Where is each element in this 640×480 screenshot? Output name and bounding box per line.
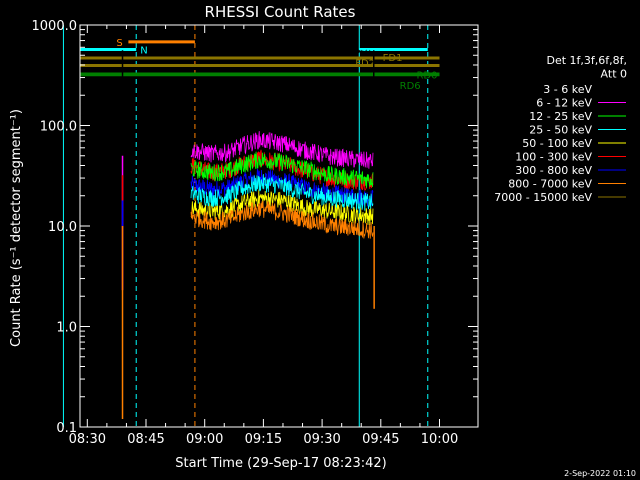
chart-title: RHESSI Count Rates [205,3,356,21]
legend-label-300-800-kev: 300 - 800 keV [515,164,592,177]
legend-label-12-25-kev: 12 - 25 keV [529,110,592,123]
legend-label-3-6-kev: 3 - 6 keV [543,83,592,96]
y-tick-label-5: 0.1 [56,421,77,436]
state-bar-label-s: S [116,38,122,49]
x-tick-label-3: 09:00 [186,432,223,447]
state-bar-label-fd2: FD2 [355,59,375,70]
legend-label-7000-15000-kev: 7000 - 15000 keV [494,191,592,204]
x-tick-label-6: 09:45 [362,432,399,447]
legend-header-line-1: Det 1f,3f,6f,8f, [546,54,627,67]
series-line-6-12-kev [190,131,374,169]
legend-label-100-300-kev: 100 - 300 keV [515,151,592,164]
y-tick-label-2: 100.0 [40,120,77,135]
y-axis-label: Count Rate (s⁻¹ detector segment⁻¹) [9,109,24,347]
state-bar-label-fd1: FD1 [383,53,403,64]
y-axis-ticks: 1000.0 100.0 10.0 1.0 0.1 [32,19,478,436]
legend-label-50-100-kev: 50 - 100 keV [522,137,592,150]
x-tick-label-7: 10:00 [421,432,458,447]
x-tick-label-5: 09:30 [303,432,340,447]
series-line-800-7000-kev [190,200,374,239]
legend-label-6-12-kev: 6 - 12 keV [536,97,592,110]
x-tick-label-1: 08:30 [69,432,106,447]
legend-label-800-7000-kev: 800 - 7000 keV [508,178,592,191]
state-bar-label-rd0: RD0 [416,71,437,82]
y-tick-label-1: 1000.0 [32,19,78,34]
legend-label-25-50-kev: 25 - 50 keV [529,124,592,137]
state-bar-label-rd6: RD6 [400,81,421,92]
y-tick-label-4: 1.0 [56,321,77,336]
x-axis-ticks: 08:30 08:45 09:00 09:15 09:30 09:45 10:00 [69,25,458,447]
x-axis-label: Start Time (29-Sep-17 08:23:42) [175,456,386,471]
series-line-12-25-kev [190,151,374,188]
state-bar-label-n: N [140,46,147,57]
x-tick-label-4: 09:15 [245,432,282,447]
legend-header-line-2: Att 0 [601,68,627,81]
y-tick-label-3: 10.0 [48,220,77,235]
footer-date: 2-Sep-2022 01:10 [564,469,636,478]
series-line-25-50-kev [190,174,374,211]
series-line-3-6-kev [190,47,374,55]
series-line-300-800-kev [190,168,374,208]
x-tick-label-2: 08:45 [127,432,164,447]
